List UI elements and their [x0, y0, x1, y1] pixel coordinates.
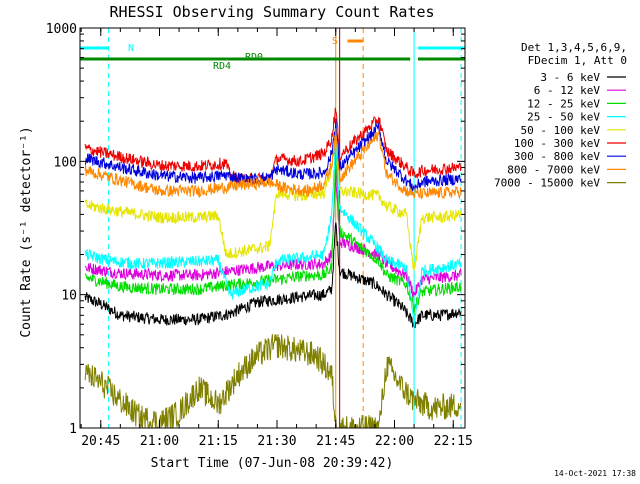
legend-label-2: 12 - 25 keV — [527, 97, 600, 110]
x-tick-label-2: 21:15 — [199, 434, 238, 449]
x-tick-label-0: 20:45 — [81, 434, 120, 449]
x-tick-label-1: 21:00 — [140, 434, 179, 449]
series-line-8 — [84, 334, 462, 428]
legend-label-1: 6 - 12 keV — [534, 84, 601, 97]
series-lines — [84, 107, 462, 428]
x-tick-label-5: 22:00 — [375, 434, 414, 449]
x-tick-label-3: 21:30 — [257, 434, 296, 449]
series-line-5 — [84, 107, 462, 187]
legend-header-0: Det 1,3,4,5,6,9, — [521, 41, 627, 54]
series-line-0 — [84, 222, 462, 329]
x-tick-label-6: 22:15 — [434, 434, 473, 449]
series-line-1 — [85, 168, 462, 299]
y-axis-label: Count Rate (s⁻¹ detector⁻¹) — [19, 126, 34, 337]
state-bar-label-1: S — [332, 36, 338, 47]
legend-label-7: 800 - 7000 keV — [507, 163, 600, 176]
state-bar-label-3: RD4 — [213, 61, 231, 72]
legend-label-0: 3 - 6 keV — [540, 71, 600, 84]
legend-label-5: 100 - 300 keV — [514, 137, 600, 150]
x-axis-label: Start Time (07-Jun-08 20:39:42) — [151, 456, 394, 471]
y-tick-label-2: 100 — [54, 155, 77, 170]
legend-label-3: 25 - 50 keV — [527, 111, 600, 124]
y-tick-label-3: 1000 — [46, 22, 77, 37]
footer-timestamp: 14-Oct-2021 17:38 — [554, 469, 636, 478]
legend-label-6: 300 - 800 keV — [514, 150, 600, 163]
chart-title: RHESSI Observing Summary Count Rates — [109, 3, 434, 21]
series-line-4 — [84, 128, 462, 271]
x-tick-label-4: 21:45 — [316, 434, 355, 449]
axes: 20:45 21:00 21:15 21:30 21:45 22:00 22:15 1 10 10… — [46, 22, 473, 449]
series-line-3 — [84, 131, 462, 328]
legend: Det 1,3,4,5,6,9,FDecim 1, Att 0 3 - 6 keV… — [494, 41, 627, 190]
y-tick-label-1: 10 — [61, 289, 77, 304]
legend-label-4: 50 - 100 keV — [521, 124, 601, 137]
series-line-7 — [84, 128, 462, 200]
series-line-2 — [84, 148, 462, 315]
y-tick-label-0: 1 — [69, 422, 77, 437]
legend-label-8: 7000 - 15000 keV — [494, 177, 600, 190]
series-line-6 — [84, 118, 462, 192]
state-bar-label-0: N — [128, 43, 134, 54]
plot-frame — [79, 27, 466, 429]
state-bars: NSRD0RD4 — [80, 36, 465, 72]
legend-header-1: FDecim 1, Att 0 — [528, 54, 627, 67]
